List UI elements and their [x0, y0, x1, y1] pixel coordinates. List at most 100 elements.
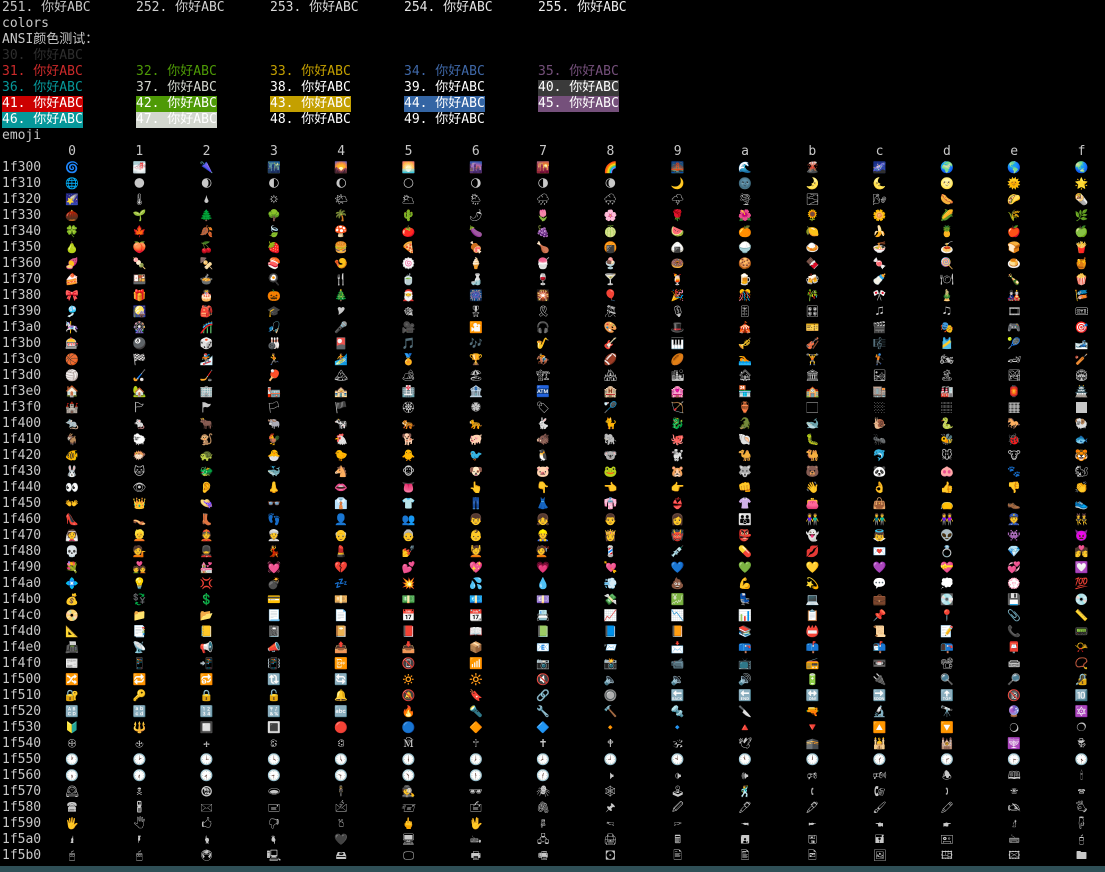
row-label: 1f490 — [2, 560, 42, 575]
emoji-cell: 💜 — [872, 561, 887, 574]
emoji-cell: 🍍 — [940, 225, 954, 238]
ansi-sample: 46. 你好ABC — [2, 112, 83, 128]
emoji-cell: 🕈 — [607, 737, 614, 750]
emoji-cell: 🖣 — [271, 833, 277, 846]
emoji-cell: 🌽 — [940, 209, 954, 222]
emoji-cell: 📿 — [1074, 657, 1089, 670]
palette-entry: 253. 你好ABC — [270, 0, 359, 15]
palette-entry: 252. 你好ABC — [136, 0, 225, 15]
emoji-cell: 🍧 — [536, 257, 550, 270]
emoji-cell: 👀 — [65, 481, 79, 494]
ansi-sample: 37. 你好ABC — [136, 80, 217, 95]
emoji-cell: 🍙 — [670, 241, 685, 254]
emoji-cell: 🍲 — [199, 273, 214, 286]
emoji-cell: 👍 — [940, 481, 954, 494]
emoji-cell: 🐲 — [199, 465, 214, 478]
emoji-cell: 🍰 — [65, 273, 79, 286]
emoji-cell: 🕢 — [199, 769, 214, 782]
emoji-cell: 🍓 — [267, 241, 281, 254]
row-label: 1f5a0 — [2, 832, 42, 847]
emoji-cell: 🏉 — [670, 353, 685, 366]
emoji-cell: 🏕 — [401, 369, 416, 382]
emoji-cell: 🔙 — [670, 689, 685, 702]
emoji-cell: 🕅 — [403, 737, 414, 750]
emoji-cell: 🔁 — [132, 673, 147, 686]
emoji-cell: 👄 — [334, 481, 349, 494]
emoji-cell: 🐄 — [334, 417, 349, 430]
emoji-cell: 🔒 — [199, 689, 214, 702]
emoji-cell: 🕯 — [1079, 769, 1084, 782]
row-label: 1f310 — [2, 176, 42, 191]
emoji-cell: 🏯 — [1074, 385, 1089, 398]
emoji-cell: 🍩 — [670, 257, 685, 270]
emoji-cell: 🏶 — [470, 401, 482, 414]
emoji-cell: 🎓 — [267, 305, 281, 318]
emoji-cell: 🔎 — [1007, 673, 1022, 686]
row-label: 1f390 — [2, 304, 42, 319]
emoji-cell: 🖟 — [1077, 817, 1086, 830]
emoji-cell: 💆 — [468, 545, 483, 558]
emoji-cell: 💞 — [1007, 561, 1022, 574]
emoji-cell: 🍈 — [603, 225, 618, 238]
emoji-cell: 🏪 — [738, 385, 752, 398]
emoji-cell: 👘 — [603, 497, 618, 510]
emoji-cell: 🔵 — [401, 721, 416, 734]
emoji-cell: 🏎 — [1007, 353, 1022, 366]
emoji-cell: 🌷 — [536, 209, 550, 222]
emoji-cell: 🌠 — [65, 193, 79, 206]
emoji-cell: 💏 — [1074, 545, 1089, 558]
section-title: ANSI颜色测试： — [2, 32, 99, 47]
emoji-cell: 🖌 — [872, 801, 887, 814]
row-label: 1f3d0 — [2, 368, 42, 383]
emoji-cell: 🔺 — [738, 721, 752, 734]
emoji-cell: 🍐 — [65, 241, 79, 254]
emoji-cell: 🐛 — [805, 433, 820, 446]
emoji-cell: 🖊 — [738, 801, 752, 814]
emoji-cell: 📡 — [132, 641, 147, 654]
emoji-cell: 🎤 — [334, 321, 349, 334]
emoji-cell: 🎉 — [670, 289, 685, 302]
emoji-cell: 🔸 — [603, 721, 618, 734]
emoji-cell: 🏼 — [874, 401, 886, 414]
emoji-cell: 🕉 — [672, 737, 683, 750]
row-label: 1f560 — [2, 768, 42, 783]
emoji-cell: 🕟 — [1074, 753, 1089, 766]
emoji-cell: 🖲 — [199, 849, 214, 862]
row-label: 1f4d0 — [2, 624, 42, 639]
emoji-cell: 📲 — [199, 657, 214, 670]
emoji-cell: 🔻 — [805, 721, 820, 734]
emoji-cell: 🕡 — [132, 769, 147, 782]
emoji-cell: 🖰 — [68, 849, 76, 862]
emoji-cell: 🕎 — [1007, 737, 1022, 750]
emoji-cell: 🎊 — [738, 289, 752, 302]
emoji-cell: 💧 — [536, 577, 550, 590]
column-header: 9 — [673, 144, 682, 159]
emoji-cell: 📙 — [670, 625, 685, 638]
emoji-cell: 🍀 — [65, 225, 79, 238]
emoji-cell: 🔝 — [940, 689, 954, 702]
emoji-cell: 👸 — [603, 529, 618, 542]
emoji-cell: 🖮 — [1008, 833, 1020, 846]
emoji-cell: 🏵 — [401, 401, 416, 414]
emoji-cell: 💕 — [401, 561, 416, 574]
emoji-cell: 🐋 — [805, 417, 820, 430]
emoji-cell: 🔉 — [670, 673, 685, 686]
emoji-cell: 🐪 — [738, 449, 752, 462]
emoji-cell: 🎢 — [199, 321, 214, 334]
emoji-cell: 🎀 — [65, 289, 79, 302]
emoji-cell: 🏖 — [468, 369, 483, 382]
emoji-cell: 🖷 — [537, 849, 549, 862]
emoji-cell: 🎺 — [738, 337, 752, 350]
row-label: 1f4f0 — [2, 656, 42, 671]
emoji-cell: 👕 — [401, 497, 416, 510]
emoji-cell: 🏭 — [940, 385, 954, 398]
emoji-cell: 💨 — [603, 577, 618, 590]
emoji-cell: 🏴 — [334, 401, 349, 414]
emoji-cell: 🎞 — [1007, 305, 1022, 318]
emoji-cell: 🖜 — [875, 817, 884, 830]
row-label: 1f360 — [2, 256, 42, 271]
emoji-cell: 📔 — [334, 625, 349, 638]
emoji-cell: 🐽 — [940, 465, 954, 478]
emoji-cell: 🕨 — [606, 769, 614, 782]
emoji-cell: 💵 — [401, 593, 416, 606]
